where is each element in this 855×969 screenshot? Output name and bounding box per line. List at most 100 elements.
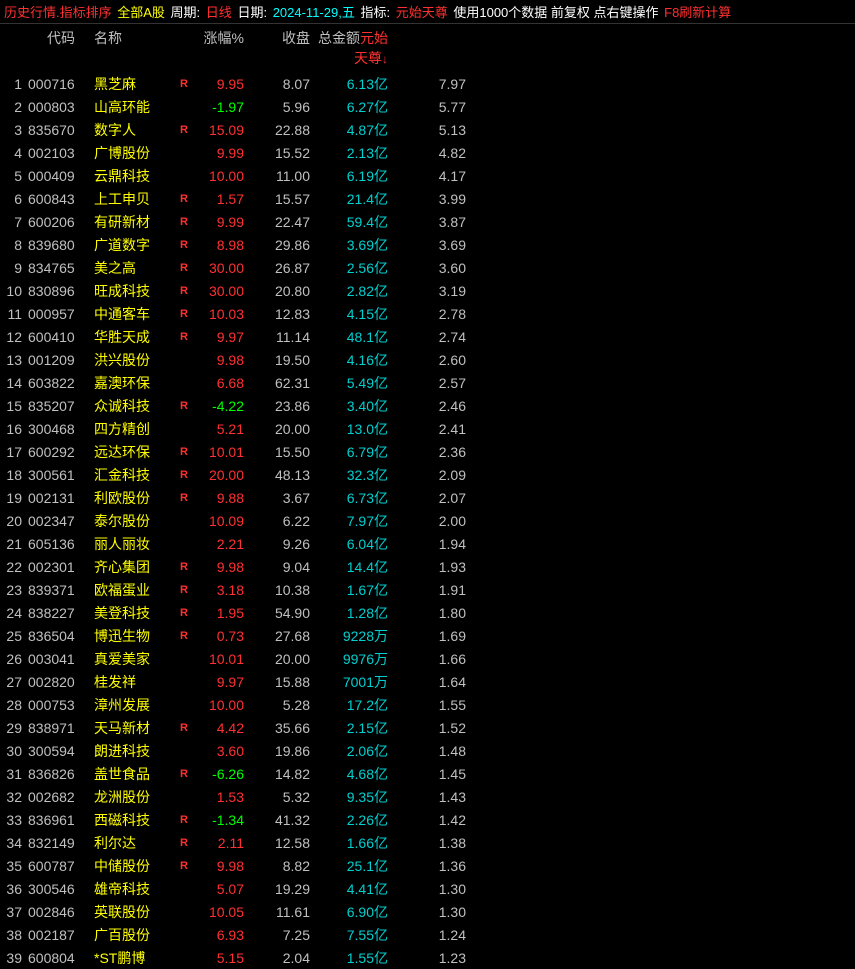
cell-code[interactable]: 839371 <box>28 582 94 598</box>
cell-name[interactable]: 漳州发展 <box>94 695 176 715</box>
table-row[interactable]: 21605136丽人丽妆2.219.266.04亿1.94 <box>0 532 855 555</box>
cell-name[interactable]: 中通客车 <box>94 304 176 324</box>
table-row[interactable]: 5000409云鼎科技10.0011.006.19亿4.17 <box>0 164 855 187</box>
table-row[interactable]: 33836961西磁科技R-1.3441.322.26亿1.42 <box>0 808 855 831</box>
table-row[interactable]: 15835207众诚科技R-4.2223.863.40亿2.46 <box>0 394 855 417</box>
header-period-value[interactable]: 日线 <box>206 5 232 20</box>
cell-name[interactable]: 远达环保 <box>94 442 176 462</box>
table-row[interactable]: 35600787中储股份R9.988.8225.1亿1.36 <box>0 854 855 877</box>
cell-code[interactable]: 300594 <box>28 743 94 759</box>
table-row[interactable]: 38002187广百股份6.937.257.55亿1.24 <box>0 923 855 946</box>
cell-code[interactable]: 836504 <box>28 628 94 644</box>
cell-name[interactable]: 广百股份 <box>94 925 176 945</box>
table-row[interactable]: 16300468四方精创5.2120.0013.0亿2.41 <box>0 417 855 440</box>
cell-code[interactable]: 000803 <box>28 99 94 115</box>
cell-code[interactable]: 836826 <box>28 766 94 782</box>
cell-code[interactable]: 600410 <box>28 329 94 345</box>
cell-name[interactable]: 旺成科技 <box>94 281 176 301</box>
cell-name[interactable]: 桂发祥 <box>94 672 176 692</box>
table-row[interactable]: 2000803山高环能-1.975.966.27亿5.77 <box>0 95 855 118</box>
cell-code[interactable]: 835670 <box>28 122 94 138</box>
table-row[interactable]: 8839680广道数字R8.9829.863.69亿3.69 <box>0 233 855 256</box>
header-refresh[interactable]: F8刷新计算 <box>664 5 731 20</box>
table-row[interactable]: 13001209洪兴股份9.9819.504.16亿2.60 <box>0 348 855 371</box>
table-row[interactable]: 6600843上工申贝R1.5715.5721.4亿3.99 <box>0 187 855 210</box>
cell-name[interactable]: 洪兴股份 <box>94 350 176 370</box>
cell-code[interactable]: 839680 <box>28 237 94 253</box>
cell-code[interactable]: 838971 <box>28 720 94 736</box>
cell-name[interactable]: 云鼎科技 <box>94 166 176 186</box>
cell-code[interactable]: 002682 <box>28 789 94 805</box>
table-row[interactable]: 23839371欧福蛋业R3.1810.381.67亿1.91 <box>0 578 855 601</box>
cell-name[interactable]: 英联股份 <box>94 902 176 922</box>
table-row[interactable]: 32002682龙洲股份1.535.329.35亿1.43 <box>0 785 855 808</box>
cell-name[interactable]: 盖世食品 <box>94 764 176 784</box>
cell-name[interactable]: 雄帝科技 <box>94 879 176 899</box>
cell-code[interactable]: 300546 <box>28 881 94 897</box>
cell-name[interactable]: 天马新材 <box>94 718 176 738</box>
cell-code[interactable]: 600292 <box>28 444 94 460</box>
cell-name[interactable]: 龙洲股份 <box>94 787 176 807</box>
cell-name[interactable]: 齐心集团 <box>94 557 176 577</box>
cell-name[interactable]: 泰尔股份 <box>94 511 176 531</box>
header-indicator-value[interactable]: 元始天尊 <box>396 5 448 20</box>
table-row[interactable]: 31836826盖世食品R-6.2614.824.68亿1.45 <box>0 762 855 785</box>
cell-code[interactable]: 300561 <box>28 467 94 483</box>
table-row[interactable]: 12600410华胜天成R9.9711.1448.1亿2.74 <box>0 325 855 348</box>
cell-name[interactable]: 欧福蛋业 <box>94 580 176 600</box>
cell-code[interactable]: 001209 <box>28 352 94 368</box>
cell-name[interactable]: 西磁科技 <box>94 810 176 830</box>
cell-name[interactable]: 汇金科技 <box>94 465 176 485</box>
cell-code[interactable]: 002820 <box>28 674 94 690</box>
cell-code[interactable]: 605136 <box>28 536 94 552</box>
cell-code[interactable]: 003041 <box>28 651 94 667</box>
table-row[interactable]: 1000716黑芝麻R9.958.076.13亿7.97 <box>0 72 855 95</box>
table-row[interactable]: 10830896旺成科技R30.0020.802.82亿3.19 <box>0 279 855 302</box>
cell-code[interactable]: 002301 <box>28 559 94 575</box>
cell-code[interactable]: 832149 <box>28 835 94 851</box>
header-date-value[interactable]: 2024-11-29,五 <box>273 5 355 20</box>
table-row[interactable]: 11000957中通客车R10.0312.834.15亿2.78 <box>0 302 855 325</box>
cell-code[interactable]: 000716 <box>28 76 94 92</box>
col-header-close[interactable]: 收盘 <box>248 28 314 68</box>
cell-name[interactable]: 美之高 <box>94 258 176 278</box>
col-header-name[interactable]: 名称 <box>94 28 176 68</box>
table-row[interactable]: 30300594朗进科技3.6019.862.06亿1.48 <box>0 739 855 762</box>
cell-code[interactable]: 002103 <box>28 145 94 161</box>
cell-code[interactable]: 600787 <box>28 858 94 874</box>
cell-name[interactable]: 真爱美家 <box>94 649 176 669</box>
cell-name[interactable]: 数字人 <box>94 120 176 140</box>
cell-name[interactable]: 中储股份 <box>94 856 176 876</box>
table-row[interactable]: 27002820桂发祥9.9715.887001万1.64 <box>0 670 855 693</box>
cell-code[interactable]: 834765 <box>28 260 94 276</box>
cell-code[interactable]: 002846 <box>28 904 94 920</box>
table-row[interactable]: 4002103广博股份9.9915.522.13亿4.82 <box>0 141 855 164</box>
table-row[interactable]: 19002131利欧股份R9.883.676.73亿2.07 <box>0 486 855 509</box>
table-row[interactable]: 17600292远达环保R10.0115.506.79亿2.36 <box>0 440 855 463</box>
table-row[interactable]: 34832149利尔达R2.1112.581.66亿1.38 <box>0 831 855 854</box>
cell-name[interactable]: *ST鹏博 <box>94 948 176 968</box>
table-row[interactable]: 26003041真爱美家10.0120.009976万1.66 <box>0 647 855 670</box>
col-header-indicator[interactable] <box>392 28 470 68</box>
cell-code[interactable]: 838227 <box>28 605 94 621</box>
cell-name[interactable]: 博迅生物 <box>94 626 176 646</box>
col-header-chg[interactable]: 涨幅% <box>192 28 248 68</box>
table-row[interactable]: 25836504博迅生物R0.7327.689228万1.69 <box>0 624 855 647</box>
table-row[interactable]: 24838227美登科技R1.9554.901.28亿1.80 <box>0 601 855 624</box>
cell-code[interactable]: 836961 <box>28 812 94 828</box>
table-row[interactable]: 36300546雄帝科技5.0719.294.41亿1.30 <box>0 877 855 900</box>
table-row[interactable]: 39600804*ST鹏博5.152.041.55亿1.23 <box>0 946 855 969</box>
cell-name[interactable]: 丽人丽妆 <box>94 534 176 554</box>
cell-code[interactable]: 002347 <box>28 513 94 529</box>
col-header-code[interactable]: 代码 <box>28 28 94 68</box>
cell-name[interactable]: 有研新材 <box>94 212 176 232</box>
cell-code[interactable]: 600843 <box>28 191 94 207</box>
cell-name[interactable]: 四方精创 <box>94 419 176 439</box>
cell-name[interactable]: 众诚科技 <box>94 396 176 416</box>
cell-name[interactable]: 嘉澳环保 <box>94 373 176 393</box>
table-row[interactable]: 7600206有研新材R9.9922.4759.4亿3.87 <box>0 210 855 233</box>
cell-code[interactable]: 300468 <box>28 421 94 437</box>
cell-code[interactable]: 830896 <box>28 283 94 299</box>
table-row[interactable]: 29838971天马新材R4.4235.662.15亿1.52 <box>0 716 855 739</box>
table-row[interactable]: 14603822嘉澳环保6.6862.315.49亿2.57 <box>0 371 855 394</box>
